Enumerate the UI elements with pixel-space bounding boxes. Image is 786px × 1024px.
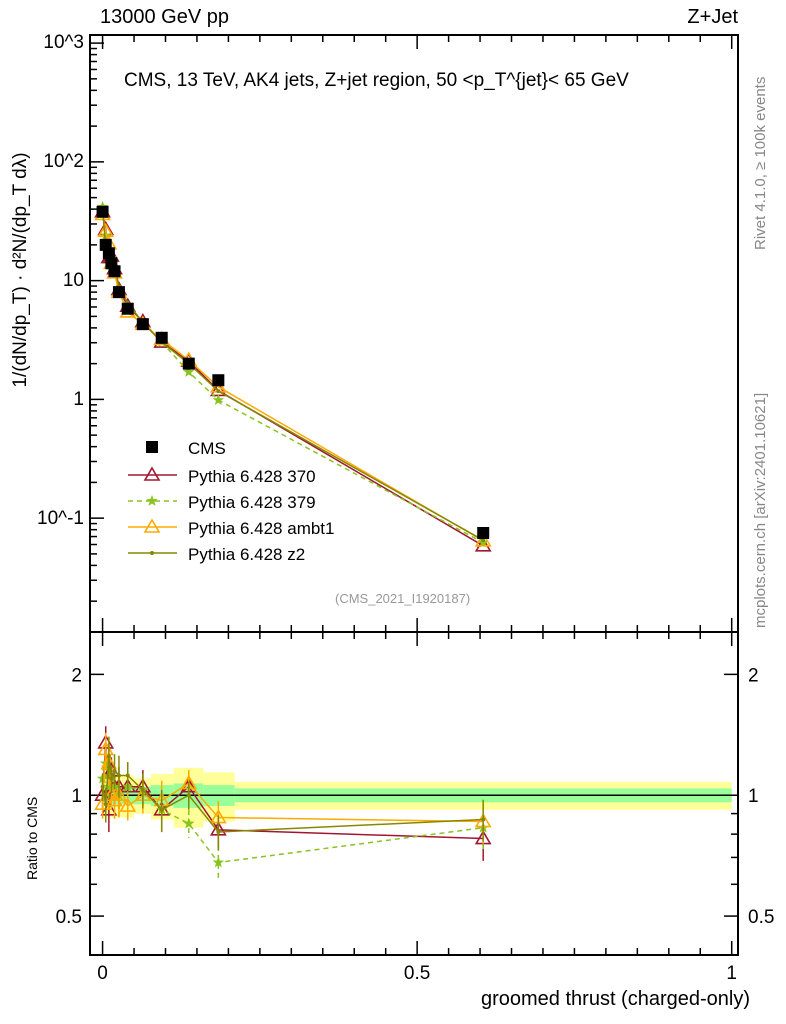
header-left: 13000 GeV pp [100, 6, 229, 28]
series-line-main [101, 214, 484, 542]
ratio-point [103, 780, 115, 792]
legend-marker [143, 518, 161, 533]
data-point [100, 229, 112, 241]
ratio-point [481, 817, 486, 822]
ratio-point [125, 773, 130, 778]
cms-data-point [108, 265, 121, 278]
mcplots-label: mcplots.cern.ch [arXiv:2401.10621] [752, 392, 769, 628]
legend-label: CMS [188, 439, 226, 458]
header-right: Z+Jet [687, 6, 738, 28]
x-tick-label: 0.5 [404, 963, 430, 984]
ratio-point [140, 788, 145, 793]
ratio-point [183, 817, 195, 829]
ratio-tick-label: 2 [71, 665, 82, 686]
main-frame [89, 34, 739, 633]
data-point [474, 532, 492, 547]
legend-marker [150, 551, 154, 555]
x-axis-label: groomed thrust (charged-only) [480, 988, 750, 1010]
legend-marker [143, 466, 161, 481]
y-tick-label: 1 [73, 389, 84, 410]
y-tick-label: 10^3 [43, 32, 84, 53]
ratio-point [100, 784, 105, 789]
ratio-tick-label: 0.5 [56, 907, 82, 928]
ratio-tick-label-right: 1 [748, 786, 759, 807]
ratio-point [106, 754, 111, 759]
ratio-point [109, 776, 114, 781]
cms-data-point [182, 357, 195, 370]
data-point [183, 366, 195, 377]
cms-data-point [121, 302, 134, 315]
ratio-tick-label-right: 2 [748, 665, 759, 686]
legend-marker [146, 441, 158, 453]
legend-label: Pythia 6.428 379 [188, 493, 316, 512]
y-axis-label: 1/(dN/dp_T) · d²N/(dp_T dλ) [10, 152, 31, 388]
cms-data-point [212, 374, 225, 387]
cms-data-point [102, 247, 115, 260]
ratio-point [216, 829, 221, 834]
ratio-tick-label: 1 [71, 786, 82, 807]
data-point [481, 538, 486, 543]
legend-marker [146, 495, 158, 506]
cms-data-point [112, 286, 125, 299]
cms-data-point [136, 318, 149, 331]
ratio-tick-label-right: 0.5 [748, 907, 774, 928]
y-tick-label: 10^2 [43, 151, 84, 172]
ratio-point [119, 797, 137, 812]
ratio-point [110, 786, 128, 802]
legend-label: Pythia 6.428 ambt1 [188, 519, 334, 538]
series-line-main [101, 209, 484, 541]
analysis-tag: (CMS_2021_I1920187) [335, 591, 471, 606]
ratio-point [186, 793, 191, 798]
ratio-point [159, 807, 164, 812]
x-tick-label: 1 [726, 963, 737, 984]
rivet-label: Rivet 4.1.0, ≥ 100k events [752, 76, 769, 250]
data-point [97, 222, 115, 238]
cms-data-point [477, 526, 490, 539]
ratio-frame [89, 631, 739, 956]
y-tick-label: 10^-1 [37, 508, 84, 529]
series-line-main [101, 206, 484, 544]
data-point [216, 389, 221, 394]
ratio-point [103, 802, 108, 807]
data-point [474, 537, 492, 552]
ratio-point [116, 773, 121, 778]
legend-label: Pythia 6.428 370 [188, 467, 316, 486]
cms-data-point [155, 331, 168, 344]
legend-label: Pythia 6.428 z2 [188, 545, 305, 564]
ratio-y-label: Ratio to CMS [24, 796, 40, 880]
ratio-point [112, 768, 117, 773]
cms-data-point [96, 205, 109, 218]
ratio-point [212, 856, 225, 868]
chart-title: CMS, 13 TeV, AK4 jets, Z+jet region, 50 … [124, 70, 629, 91]
x-tick-label: 0 [97, 963, 108, 984]
data-point [212, 394, 225, 405]
y-tick-label: 10 [62, 270, 84, 291]
